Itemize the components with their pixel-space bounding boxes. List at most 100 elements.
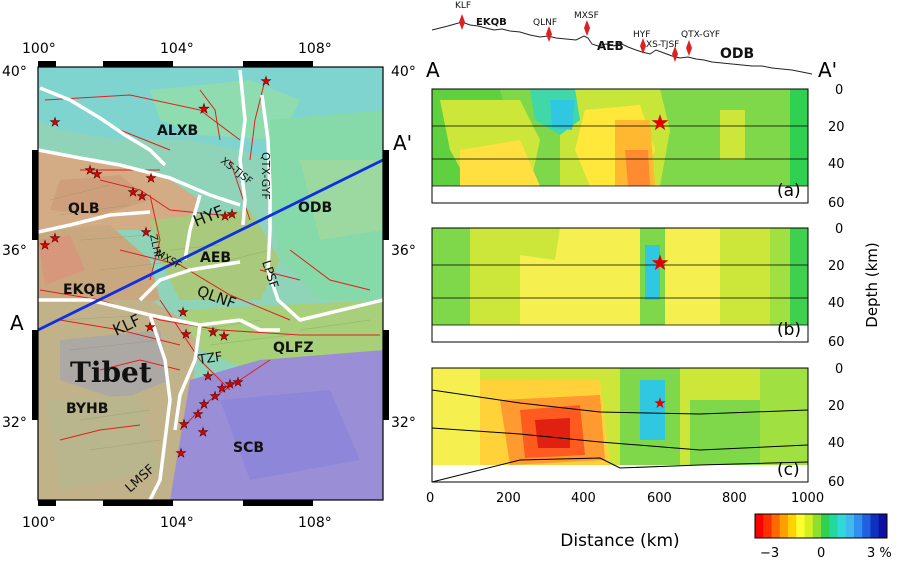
epicenter-star: ★ bbox=[224, 377, 235, 392]
epicenter-star: ★ bbox=[177, 305, 189, 320]
epicenter-star: ★ bbox=[207, 325, 219, 340]
map-frame bbox=[37, 66, 384, 501]
svg-text:★: ★ bbox=[50, 231, 61, 245]
svg-text:★: ★ bbox=[181, 327, 192, 341]
svg-text:★: ★ bbox=[40, 238, 51, 252]
velocity-section-b: (b) bbox=[431, 227, 809, 343]
svg-text:★: ★ bbox=[145, 320, 156, 334]
svg-text:★: ★ bbox=[179, 417, 190, 431]
epicenter-star: ★ bbox=[202, 369, 214, 384]
depth-tick: 20 bbox=[828, 120, 845, 135]
map-axis-labels: 100° 104° 108° 100° 104° 108° 40° 36° 32… bbox=[2, 41, 416, 531]
topo-label-hyf: HYF bbox=[633, 30, 650, 40]
map-top-tick: 100° bbox=[22, 41, 56, 57]
block-label-qlfz: QLFZ bbox=[273, 340, 314, 356]
colorbar-cell bbox=[821, 514, 830, 538]
map-right-tick: 36° bbox=[391, 243, 416, 259]
topo-label-aeb: AEB bbox=[597, 39, 624, 53]
epicenter-star: ★ bbox=[144, 320, 156, 335]
section-start-label: A bbox=[426, 58, 440, 82]
distance-tick: 800 bbox=[722, 491, 747, 506]
topo-label-ekqb: EKQB bbox=[476, 17, 507, 28]
velocity-section-c: (c) bbox=[431, 367, 809, 483]
topography-labels: KLF EKQB QLNF MXSF AEB HYF XS-TJSF QTX-G… bbox=[455, 1, 754, 62]
block-label-aeb: AEB bbox=[200, 250, 231, 266]
colorbar-cell bbox=[837, 514, 847, 538]
epicenter-star: ★ bbox=[39, 238, 51, 253]
svg-text:★: ★ bbox=[146, 171, 157, 185]
map-top-tick: 104° bbox=[160, 41, 194, 57]
epicenter-star: ★ bbox=[226, 207, 238, 222]
epicenter-star: ★ bbox=[197, 425, 208, 440]
svg-text:★: ★ bbox=[176, 446, 187, 460]
epicenter-star: ★ bbox=[232, 375, 243, 390]
block-label-odb: ODB bbox=[298, 200, 332, 216]
depth-tick: 40 bbox=[828, 436, 845, 451]
epicenter-star: ★ bbox=[91, 167, 103, 182]
depth-tick: 60 bbox=[828, 335, 845, 350]
depth-axis-label: Depth (km) bbox=[863, 242, 881, 327]
topography-line bbox=[431, 21, 813, 75]
colorbar-cell bbox=[878, 514, 888, 538]
block-label-alxb: ALXB bbox=[157, 123, 198, 139]
map-top-tick: 108° bbox=[298, 41, 332, 57]
colorbar-cell bbox=[870, 514, 880, 538]
section-hypocenters: ★ ★ ★ bbox=[650, 111, 670, 412]
distance-tick: 600 bbox=[647, 491, 672, 506]
colorbar-cell bbox=[804, 514, 814, 538]
depth-axis: 0 20 40 60 0 20 40 60 0 20 40 60 Depth (… bbox=[828, 83, 881, 490]
section-end-label: A' bbox=[818, 58, 837, 82]
fault-label-qtxgyf: QTX-GYF bbox=[259, 152, 272, 200]
svg-text:★: ★ bbox=[203, 369, 214, 383]
svg-text:★: ★ bbox=[210, 389, 221, 403]
depth-tick: 20 bbox=[828, 399, 845, 414]
block-label-qlb: QLB bbox=[68, 201, 100, 217]
distance-axis-label: Distance (km) bbox=[560, 531, 679, 551]
svg-text:★: ★ bbox=[227, 207, 238, 221]
topo-label-qtxgyf: QTX-GYF bbox=[681, 30, 720, 40]
map-left-tick: 36° bbox=[2, 243, 27, 259]
svg-text:★: ★ bbox=[198, 102, 210, 117]
svg-text:★: ★ bbox=[178, 305, 189, 319]
svg-text:★: ★ bbox=[220, 209, 231, 223]
block-label-ekqb: EKQB bbox=[63, 282, 106, 298]
block-labels: ALXB QLB ODB AEB EKQB QLFZ Tibet BYHB SC… bbox=[63, 123, 332, 456]
fault-label-tzf: TZF bbox=[196, 350, 223, 368]
block-label-byhb: BYHB bbox=[66, 401, 108, 417]
epicenter-star: ★ bbox=[218, 329, 230, 344]
velocity-colorbar: −3 0 3 % bbox=[754, 513, 892, 561]
map-right-tick: 32° bbox=[391, 415, 416, 431]
svg-text:★: ★ bbox=[217, 381, 228, 395]
colorbar-cell bbox=[755, 514, 764, 538]
depth-tick: 40 bbox=[828, 296, 845, 311]
depth-tick: 60 bbox=[828, 475, 845, 490]
hypocenter-star-b: ★ bbox=[650, 251, 670, 276]
depth-tick: 20 bbox=[828, 259, 845, 274]
topo-label-odb: ODB bbox=[720, 46, 754, 62]
colorbar-max-label: 3 % bbox=[867, 546, 892, 561]
epicenter-star: ★ bbox=[127, 185, 139, 200]
epicenter-star: ★ bbox=[180, 327, 192, 342]
fault-marker bbox=[686, 40, 692, 56]
topo-label-klf: KLF bbox=[455, 1, 471, 11]
epicenter-star: ★ bbox=[84, 163, 95, 178]
panel-b-label: (b) bbox=[777, 320, 801, 340]
map-panel: ★ ★ ★ ★ ★ ★ ★ ★ ★ ★ ★ ★ ★ ★ ★ ★ ★ ★ ★ ★ … bbox=[2, 41, 416, 531]
distance-tick: 0 bbox=[426, 491, 434, 506]
depth-tick: 0 bbox=[835, 362, 843, 377]
svg-text:★: ★ bbox=[208, 325, 219, 339]
topo-label-qlnf: QLNF bbox=[533, 18, 557, 28]
epicenter-star: ★ bbox=[260, 74, 271, 89]
epicenter-star: ★ bbox=[216, 381, 228, 396]
svg-text:★: ★ bbox=[128, 185, 139, 199]
svg-text:★: ★ bbox=[92, 167, 103, 181]
block-label-tibet: Tibet bbox=[70, 356, 152, 389]
svg-text:★: ★ bbox=[219, 329, 230, 343]
epicenter-star: ★ bbox=[198, 102, 210, 118]
colorbar-cells bbox=[755, 514, 888, 538]
colorbar-cell bbox=[788, 514, 797, 538]
colorbar-cell bbox=[771, 514, 781, 538]
topo-label-mxsf: MXSF bbox=[574, 11, 599, 21]
epicenter-stars: ★ ★ ★ ★ ★ ★ ★ ★ ★ ★ ★ ★ ★ ★ ★ ★ ★ ★ ★ ★ … bbox=[39, 74, 271, 461]
fault-marker bbox=[546, 26, 552, 42]
